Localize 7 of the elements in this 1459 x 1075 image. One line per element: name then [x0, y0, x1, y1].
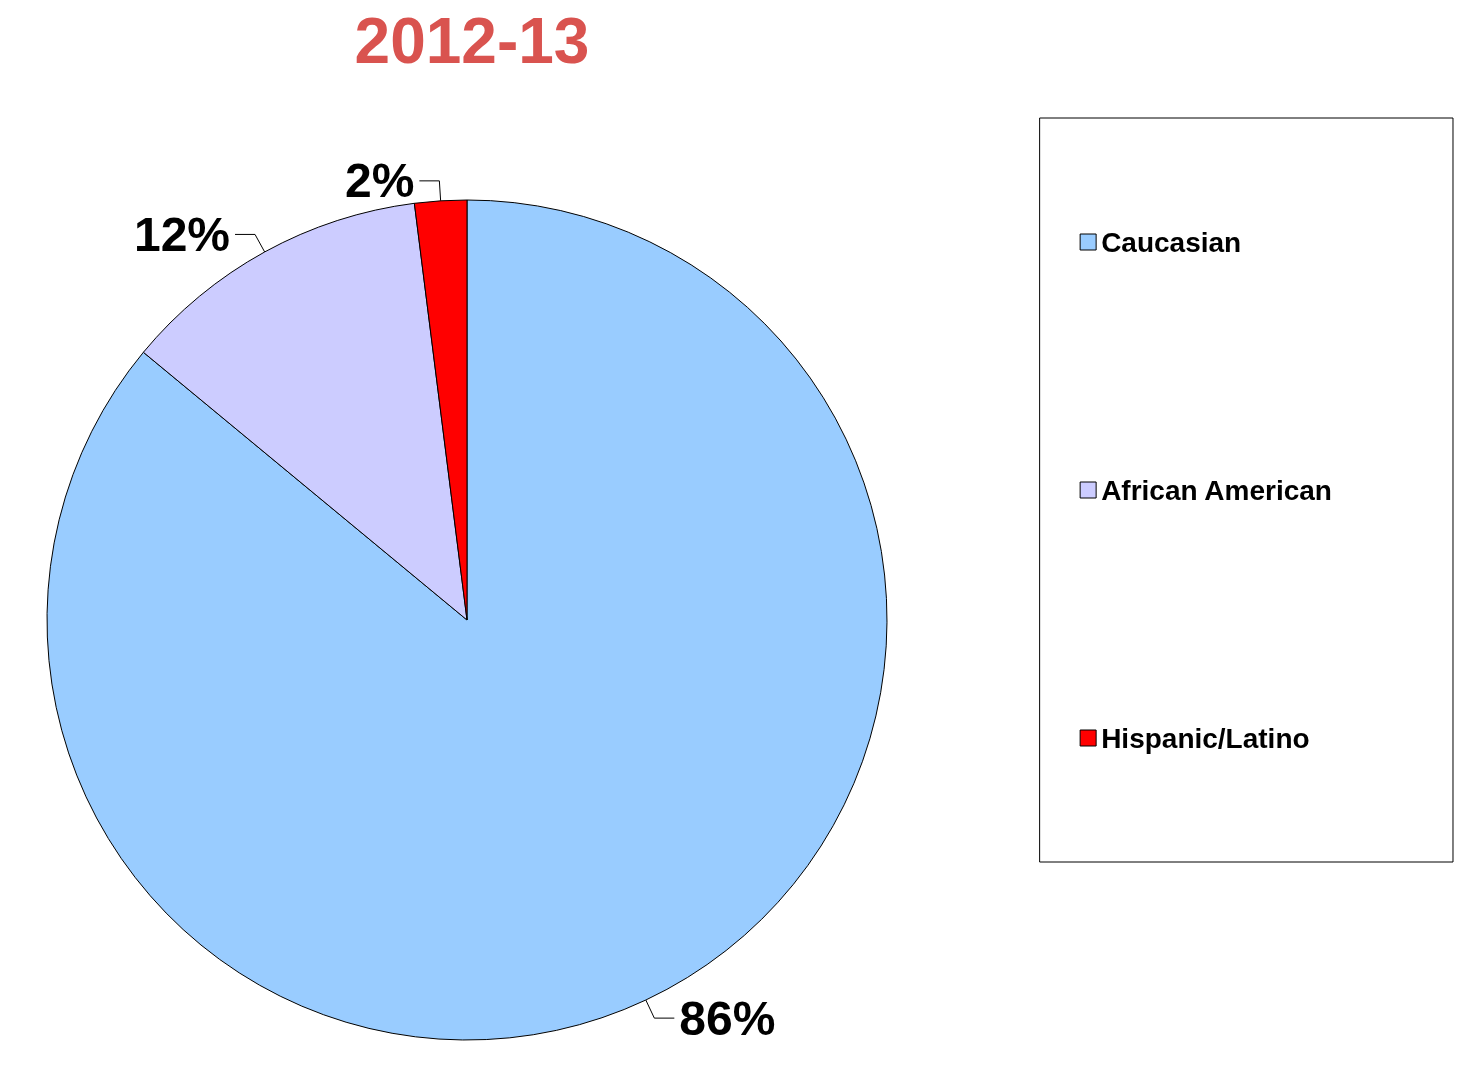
data-label: 2%	[345, 154, 415, 208]
legend-label: Hispanic/Latino	[1101, 722, 1310, 754]
legend-label: Caucasian	[1101, 226, 1242, 258]
legend-label: African American	[1101, 474, 1332, 506]
data-label: 12%	[133, 207, 231, 261]
chart-title: 2012-13	[354, 5, 590, 77]
data-label: 86%	[679, 991, 776, 1045]
